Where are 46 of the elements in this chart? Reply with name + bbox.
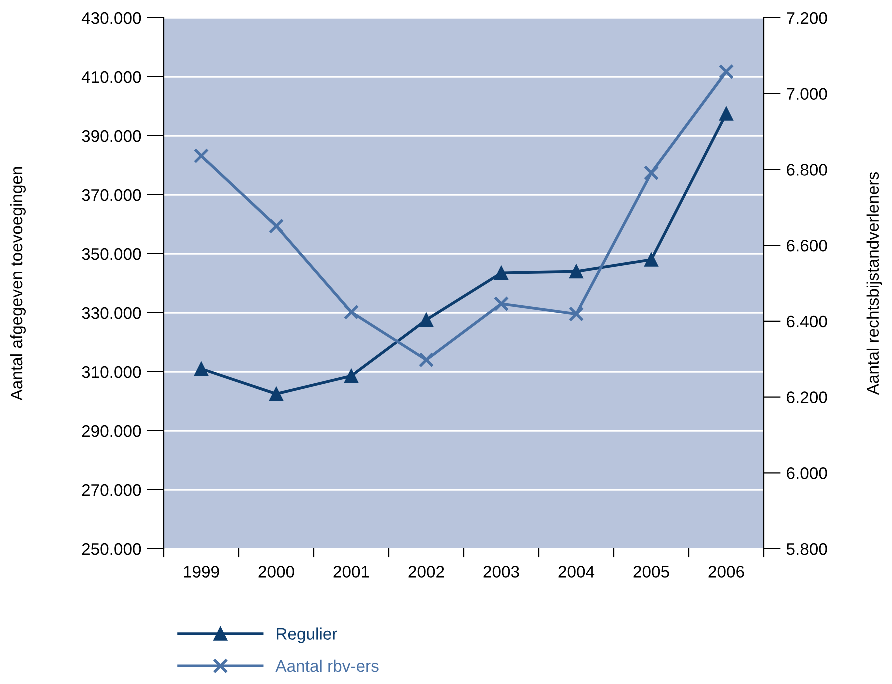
point	[344, 304, 360, 320]
point	[568, 306, 584, 322]
y-tick-label: 410.000	[82, 71, 142, 84]
y-axis-title: Aantal afgegeven toevoegingen	[10, 167, 26, 401]
x-tick-label: 1999	[184, 566, 220, 578]
y-tick-label: 290.000	[82, 425, 142, 438]
y-tick-label: 430.000	[82, 12, 142, 24]
y2-tick-label: 6.400	[787, 316, 828, 328]
y-tick-label: 270.000	[82, 484, 142, 496]
y-tick-label: 310.000	[82, 366, 142, 378]
point	[494, 296, 510, 312]
point	[570, 264, 584, 279]
y-tick-label: 370.000	[82, 189, 142, 202]
x-tick-label: 2000	[258, 566, 294, 578]
y2-tick-label: 7.200	[787, 12, 828, 24]
point	[194, 362, 208, 376]
y2-tick-label: 6.200	[787, 392, 828, 404]
y2-tick-label: 6.000	[787, 468, 828, 480]
point	[718, 64, 734, 80]
y2-tick-label: 6.800	[787, 164, 828, 176]
y2-axis-title: Aantal rechtsbijstandverleners	[866, 172, 882, 396]
y2-tick-label: 7.000	[787, 88, 828, 100]
x-tick-label: 2001	[334, 566, 370, 578]
point	[270, 387, 284, 402]
x-tick-label: 2004	[558, 566, 595, 578]
y-tick-label: 330.000	[82, 307, 142, 320]
point	[268, 218, 284, 234]
x-tick-label: 2003	[484, 566, 520, 578]
point	[418, 352, 434, 368]
point	[720, 106, 734, 121]
y2-tick-label: 5.800	[786, 543, 828, 556]
x-tick-label: 2002	[408, 566, 444, 578]
y-tick-label: 250.000	[82, 543, 142, 556]
y-tick-label: 350.000	[82, 248, 142, 260]
point	[344, 369, 358, 384]
point	[644, 165, 660, 181]
point	[194, 148, 210, 164]
y2-tick-label: 6.600	[787, 240, 828, 252]
text: Regulier	[277, 628, 338, 644]
point	[644, 252, 658, 267]
y-tick-label: 390.000	[82, 130, 142, 142]
x-tick-label: 2005	[634, 566, 670, 578]
point	[420, 313, 434, 328]
x-tick-label: 2006	[708, 566, 744, 578]
text: Aantal rbv-ers	[276, 660, 379, 672]
point	[494, 266, 508, 280]
